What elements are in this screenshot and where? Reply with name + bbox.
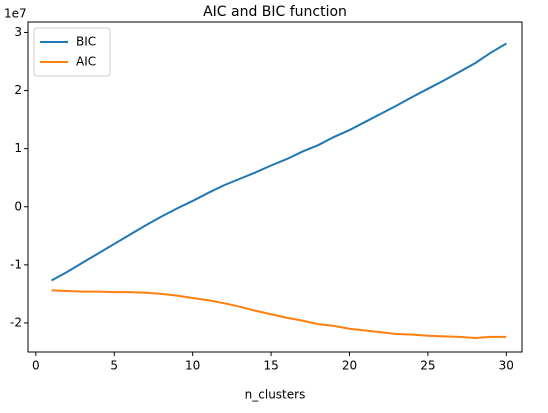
plot-frame: [27, 21, 523, 353]
y-tick-label: 2: [14, 83, 22, 97]
legend-box: [33, 27, 111, 77]
y-tick-label: 0: [14, 199, 22, 213]
x-tick-label: 30: [499, 359, 514, 373]
legend-label: AIC: [76, 55, 96, 69]
x-axis-label: n_clusters: [245, 388, 306, 402]
chart-title: AIC and BIC function: [203, 4, 347, 20]
x-tick-label: 0: [32, 359, 40, 373]
x-tick-label: 10: [185, 359, 200, 373]
y-offset-text: 1e7: [4, 7, 27, 21]
y-tick-label: -1: [10, 257, 22, 271]
x-tick-label: 25: [420, 359, 435, 373]
line-series: [51, 42, 507, 282]
y-tick-label: -2: [10, 315, 22, 329]
legend-label: BIC: [76, 35, 96, 49]
line-series: [51, 289, 507, 340]
y-tick-label: 3: [14, 25, 22, 39]
y-tick-label: 1: [14, 141, 22, 155]
x-tick-label: 20: [342, 359, 357, 373]
x-tick-label: 15: [263, 359, 278, 373]
x-tick-label: 5: [110, 359, 118, 373]
